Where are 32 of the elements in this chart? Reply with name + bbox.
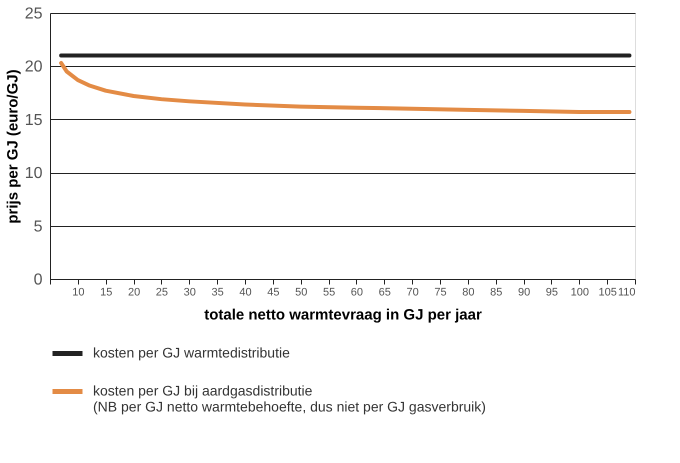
x-tick-label: 90 <box>518 286 530 298</box>
x-tick-label: 95 <box>546 286 558 298</box>
x-tick-label: 20 <box>128 286 140 298</box>
x-tick-label: 45 <box>267 286 280 298</box>
x-tick-label: 30 <box>184 286 196 298</box>
y-axis-title: prijs per GJ (euro/GJ) <box>4 69 22 224</box>
x-tick-label: 110 <box>618 286 636 298</box>
legend-label: kosten per GJ bij aardgasdistributie (NB per GJ netto warmtebehoefte, dus niet per GJ gasverbruik) <box>93 382 486 414</box>
x-tick-label: 105 <box>598 286 617 298</box>
legend-label: kosten per GJ warmtedistributie <box>93 344 290 360</box>
x-tick-label: 60 <box>350 286 364 298</box>
x-axis-title: totale netto warmtevraag in GJ per jaar <box>204 306 482 324</box>
x-tick-label: 15 <box>100 286 112 298</box>
x-tick-label: 10 <box>72 286 84 298</box>
x-tick-label: 35 <box>212 286 224 298</box>
x-tick-label: 100 <box>570 286 589 298</box>
y-tick-label: 5 <box>34 218 43 236</box>
x-tick-label: 65 <box>378 286 391 298</box>
y-tick-label: 15 <box>24 112 43 129</box>
y-tick-label: 0 <box>34 272 43 288</box>
y-tick-label: 25 <box>24 6 43 22</box>
line-series <box>59 61 632 114</box>
x-tick-label: 50 <box>295 286 308 298</box>
x-tick-label: 55 <box>322 286 336 298</box>
y-tick-label: 20 <box>24 58 43 76</box>
x-tick-label: 85 <box>490 286 502 298</box>
y-tick-label: 10 <box>24 165 43 182</box>
x-tick-label: 70 <box>406 286 419 298</box>
x-tick-label: 80 <box>462 286 474 298</box>
x-tick-label: 25 <box>156 286 168 298</box>
x-tick-label: 75 <box>434 286 447 298</box>
x-tick-label: 40 <box>239 286 252 298</box>
